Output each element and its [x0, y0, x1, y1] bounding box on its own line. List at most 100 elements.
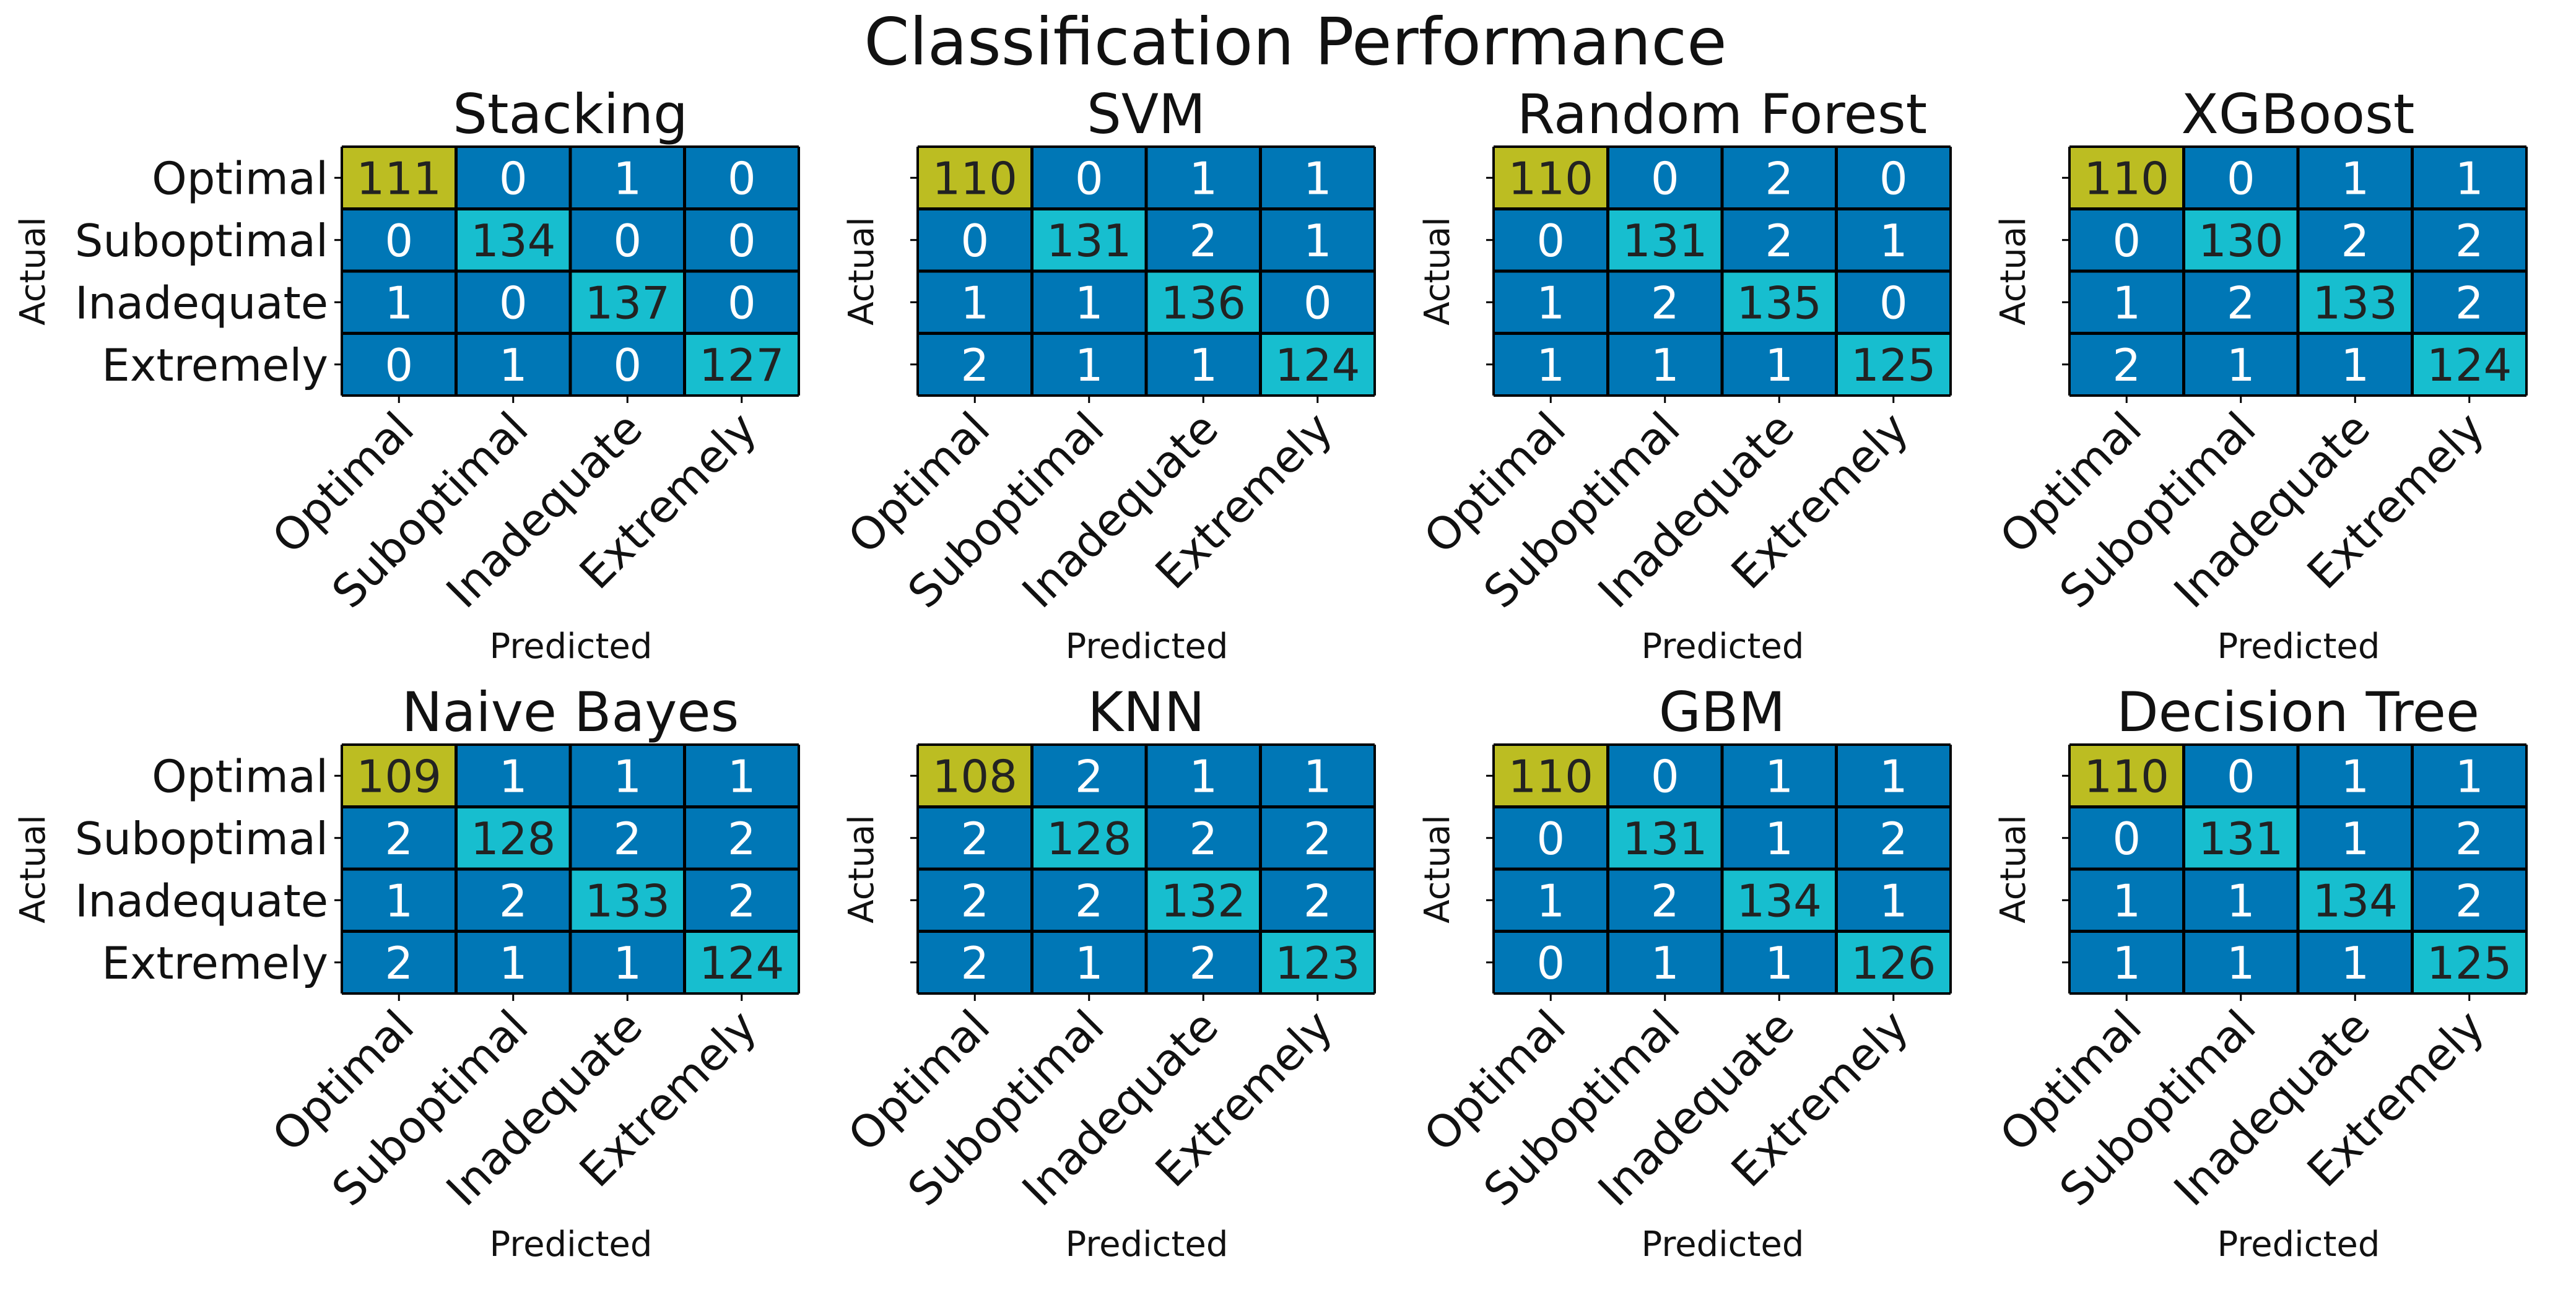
cell-value: 2 — [1189, 937, 1217, 989]
matrix-cell — [2183, 869, 2298, 932]
cell-value: 2 — [728, 875, 756, 927]
cell-value: 0 — [1879, 152, 1908, 204]
y-axis-label: Actual — [1417, 815, 1458, 923]
matrix-cell — [2183, 333, 2298, 396]
matrix-cell — [1722, 271, 1837, 334]
matrix-cell — [684, 271, 799, 334]
cell-value: 132 — [1161, 875, 1246, 927]
matrix-cell — [1608, 869, 1722, 932]
panel-title: Random Forest — [1517, 82, 1927, 146]
y-tick-label: Extremely — [102, 339, 328, 391]
matrix-cell — [1032, 807, 1146, 869]
matrix-cell — [2298, 333, 2413, 396]
matrix-cell — [684, 147, 799, 209]
cell-value: 128 — [1046, 813, 1131, 865]
matrix-cell — [1608, 147, 1722, 209]
cell-value: 1 — [613, 750, 642, 802]
matrix-cell — [2069, 869, 2184, 932]
matrix-cell — [1260, 333, 1375, 396]
cell-value: 136 — [1161, 277, 1246, 329]
matrix-cell — [684, 807, 799, 869]
matrix-cell — [1260, 209, 1375, 271]
matrix-cell — [2412, 271, 2526, 334]
matrix-cell — [2412, 209, 2526, 271]
matrix-cell — [456, 271, 570, 334]
matrix-cell — [1494, 745, 1608, 807]
matrix-cell — [456, 147, 570, 209]
matrix-cell — [2183, 209, 2298, 271]
matrix-cell — [918, 931, 1032, 993]
cell-value: 2 — [385, 937, 413, 989]
matrix-cell — [570, 209, 685, 271]
cell-value: 0 — [613, 215, 642, 267]
confusion-matrix-panel: Naive Bayes 109 1 1 1 2 128 2 2 1 2 133 2 2 1 1 124 Optim… — [13, 680, 800, 1265]
cell-value: 1 — [1075, 937, 1103, 989]
matrix-cell — [342, 271, 456, 334]
matrix-cell — [1032, 209, 1146, 271]
cell-value: 2 — [1765, 152, 1793, 204]
cell-value: 1 — [1303, 750, 1332, 802]
matrix-cell — [1608, 931, 1722, 993]
cell-value: 0 — [2112, 813, 2141, 865]
y-axis-label: Actual — [1993, 217, 2034, 325]
matrix-cell — [456, 807, 570, 869]
cell-value: 110 — [1508, 750, 1593, 802]
y-tick-label: Inadequate — [75, 875, 328, 927]
cell-value: 137 — [585, 277, 670, 329]
cell-value: 1 — [1189, 750, 1217, 802]
cell-value: 0 — [2227, 750, 2255, 802]
cell-value: 2 — [960, 813, 989, 865]
cell-value: 2 — [1879, 813, 1908, 865]
matrix-cell — [1608, 745, 1722, 807]
y-tick-label: Suboptimal — [75, 813, 328, 865]
cell-value: 1 — [2455, 750, 2484, 802]
cell-value: 0 — [1536, 215, 1565, 267]
matrix-cell — [918, 869, 1032, 932]
matrix-cell — [570, 147, 685, 209]
matrix-cell — [2412, 745, 2526, 807]
cell-value: 0 — [728, 152, 756, 204]
matrix-cell — [342, 745, 456, 807]
matrix-cell — [1032, 745, 1146, 807]
matrix-cell — [2412, 333, 2526, 396]
matrix-cell — [1146, 745, 1261, 807]
y-tick-label: Suboptimal — [75, 215, 328, 267]
cell-value: 2 — [960, 937, 989, 989]
panel-title: Stacking — [453, 82, 688, 146]
cell-value: 1 — [499, 750, 528, 802]
matrix-cell — [342, 333, 456, 396]
matrix-cell — [342, 147, 456, 209]
cell-value: 2 — [1765, 215, 1793, 267]
matrix-cell — [1494, 869, 1608, 932]
matrix-cell — [570, 931, 685, 993]
cell-value: 1 — [385, 277, 413, 329]
cell-value: 133 — [2313, 277, 2398, 329]
cell-value: 125 — [1851, 339, 1936, 391]
cell-value: 1 — [2112, 875, 2141, 927]
matrix-cell — [2412, 147, 2526, 209]
y-axis-label: Actual — [1993, 815, 2034, 923]
cell-value: 1 — [2112, 277, 2141, 329]
cell-value: 0 — [960, 215, 989, 267]
matrix-cell — [342, 209, 456, 271]
cell-value: 0 — [385, 215, 413, 267]
matrix-cell — [684, 869, 799, 932]
x-axis-label: Predicted — [1642, 1224, 1804, 1265]
cell-value: 1 — [2455, 152, 2484, 204]
matrix-cell — [2069, 147, 2184, 209]
cell-value: 0 — [1651, 750, 1679, 802]
cell-value: 108 — [933, 750, 1017, 802]
matrix-cell — [456, 209, 570, 271]
cell-value: 1 — [2341, 813, 2369, 865]
panel-title: Decision Tree — [2117, 680, 2479, 744]
cell-value: 1 — [2112, 937, 2141, 989]
matrix-cell — [342, 931, 456, 993]
matrix-cell — [2183, 147, 2298, 209]
cell-value: 128 — [471, 813, 555, 865]
matrix-cell — [1260, 745, 1375, 807]
matrix-cell — [1146, 271, 1261, 334]
matrix-cell — [1260, 807, 1375, 869]
